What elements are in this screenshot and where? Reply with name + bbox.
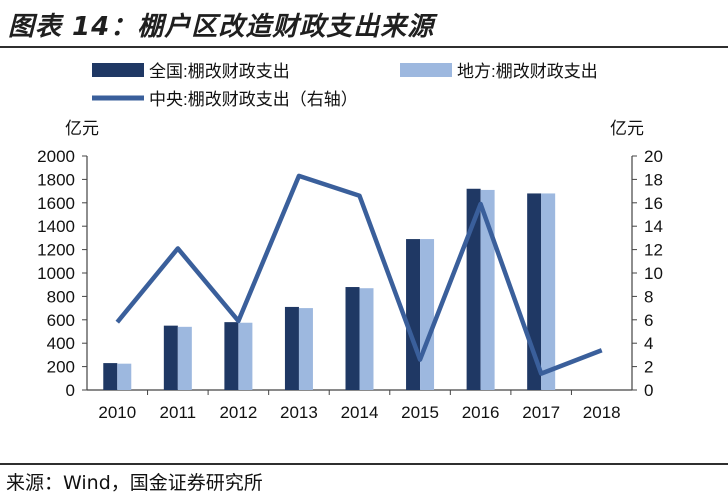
x-tick-label: 2012 <box>219 403 257 422</box>
left-tick-label: 1600 <box>37 194 75 213</box>
x-tick-label: 2010 <box>98 403 136 422</box>
bar-national <box>406 239 420 390</box>
right-tick-label: 18 <box>644 170 663 189</box>
right-axis-label: 亿元 <box>610 119 644 138</box>
x-tick-label: 2015 <box>401 403 439 422</box>
legend-label: 地方:棚改财政支出 <box>457 62 598 81</box>
bar-local <box>360 288 374 390</box>
bar-local <box>178 327 192 390</box>
bar-national <box>346 287 360 390</box>
right-tick-label: 14 <box>644 217 663 236</box>
x-tick-label: 2011 <box>160 403 197 422</box>
left-tick-label: 0 <box>66 381 75 400</box>
left-tick-label: 1200 <box>37 241 75 260</box>
left-tick-label: 400 <box>47 334 75 353</box>
bar-national <box>285 307 299 390</box>
legend-label: 中央:棚改财政支出（右轴） <box>149 90 358 109</box>
right-tick-label: 16 <box>644 194 663 213</box>
right-tick-label: 4 <box>644 334 653 353</box>
x-tick-label: 2016 <box>462 403 500 422</box>
bar-local <box>299 308 313 390</box>
right-tick-label: 10 <box>644 264 663 283</box>
right-tick-label: 20 <box>644 147 663 166</box>
x-tick-label: 2013 <box>280 403 318 422</box>
x-tick-label: 2018 <box>583 403 621 422</box>
bar-local <box>420 239 434 390</box>
left-tick-label: 600 <box>47 311 75 330</box>
right-tick-label: 2 <box>644 358 653 377</box>
right-tick-label: 6 <box>644 311 653 330</box>
bar-national <box>164 326 178 390</box>
left-tick-label: 1000 <box>37 264 75 283</box>
source-divider <box>0 463 728 465</box>
legend-swatch <box>400 63 452 77</box>
left-tick-label: 1800 <box>37 170 75 189</box>
legend-swatch <box>92 63 144 77</box>
bar-national <box>224 322 238 390</box>
left-tick-label: 1400 <box>37 217 75 236</box>
source-note: 来源：Wind，国金证券研究所 <box>6 468 263 495</box>
x-tick-label: 2014 <box>341 403 379 422</box>
legend-label: 全国:棚改财政支出 <box>149 62 290 81</box>
bar-local <box>541 193 555 390</box>
bar-national <box>103 363 117 390</box>
x-tick-label: 2017 <box>522 403 560 422</box>
bar-local <box>117 364 131 390</box>
right-tick-label: 0 <box>644 381 653 400</box>
right-tick-label: 12 <box>644 241 663 260</box>
chart: 0 200 400 600 800 1000 1200 1400 1600 1800 2000 0 2 4… <box>0 0 728 462</box>
left-axis-label: 亿元 <box>65 119 99 138</box>
left-tick-label: 200 <box>47 358 75 377</box>
bar-local <box>238 323 252 390</box>
left-tick-label: 2000 <box>37 147 75 166</box>
right-tick-label: 8 <box>644 287 653 306</box>
left-tick-label: 800 <box>47 287 75 306</box>
